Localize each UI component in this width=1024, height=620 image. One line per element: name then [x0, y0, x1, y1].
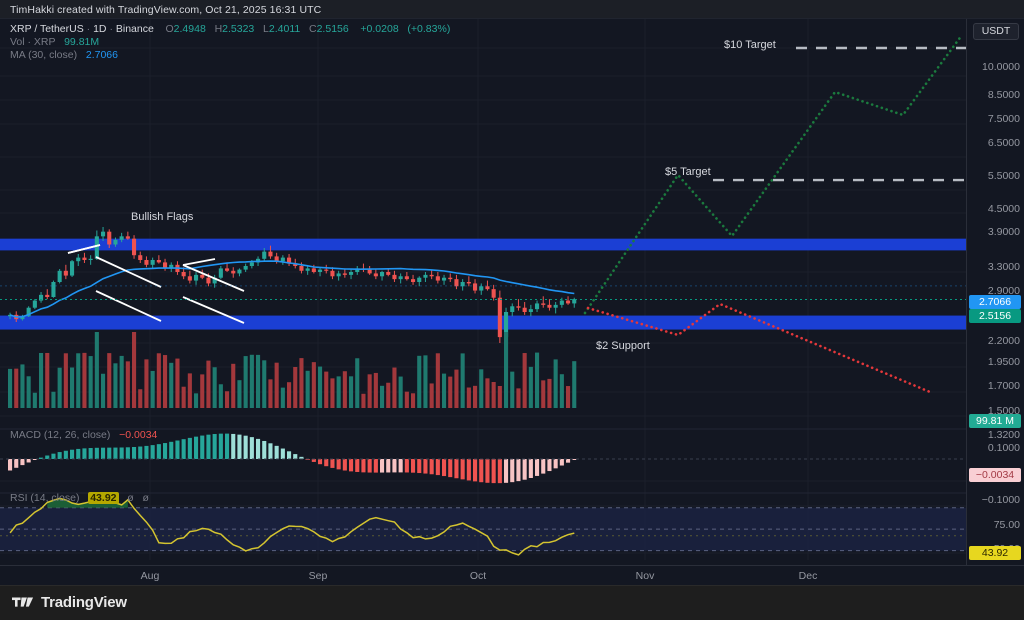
price-tick: 6.5000 — [987, 137, 1020, 149]
watermark-bar: TimHakki created with TradingView.com, O… — [0, 0, 1024, 19]
time-tick: Dec — [798, 570, 818, 582]
tradingview-logo[interactable]: TradingView — [12, 594, 127, 611]
price-tick: 10.0000 — [982, 61, 1020, 73]
price-tick: 8.5000 — [987, 89, 1020, 101]
price-badge[interactable]: 43.92 — [969, 546, 1021, 560]
price-tick: 7.5000 — [987, 113, 1020, 125]
price-tick: 2.9000 — [987, 285, 1020, 297]
time-tick: Oct — [469, 570, 487, 582]
price-tick: 2.2000 — [987, 335, 1020, 347]
tradingview-mark-icon — [12, 597, 34, 607]
price-badge[interactable]: 99.81 M — [969, 414, 1021, 428]
price-tick: −0.1000 — [981, 494, 1020, 506]
price-badge[interactable]: −0.0034 — [969, 468, 1021, 482]
time-tick: Nov — [635, 570, 655, 582]
price-tick: 1.7000 — [987, 380, 1020, 392]
price-badge[interactable]: 2.5156 — [969, 309, 1021, 323]
price-axis[interactable]: USDT 10.0000 8.5000 7.5000 6.5000 5.5000 4.50… — [966, 19, 1024, 585]
price-tick: 1.9500 — [987, 356, 1020, 368]
price-tick: 75.00 — [993, 519, 1020, 531]
price-tick: 1.3200 — [987, 429, 1020, 441]
price-tick: 4.5000 — [987, 203, 1020, 215]
watermark-text: TimHakki created with TradingView.com, O… — [10, 4, 322, 16]
price-tick: 5.5000 — [987, 170, 1020, 182]
time-tick: Aug — [140, 570, 160, 582]
price-tick: 3.3000 — [987, 261, 1020, 273]
price-tick: 0.1000 — [987, 442, 1020, 454]
chart-canvas-area[interactable]: XRP / TetherUS · 1D · Binance O2.4948 H2… — [0, 19, 1024, 585]
chart-drawing-surface — [0, 19, 966, 560]
price-badge[interactable]: 2.7066 — [969, 295, 1021, 309]
time-axis[interactable]: Aug Sep Oct Nov Dec — [0, 565, 1024, 585]
currency-button[interactable]: USDT — [973, 23, 1019, 40]
footer-bar: TradingView — [0, 585, 1024, 620]
tradingview-logo-text: TradingView — [41, 594, 127, 611]
time-tick: Sep — [308, 570, 328, 582]
price-tick: 3.9000 — [987, 226, 1020, 238]
